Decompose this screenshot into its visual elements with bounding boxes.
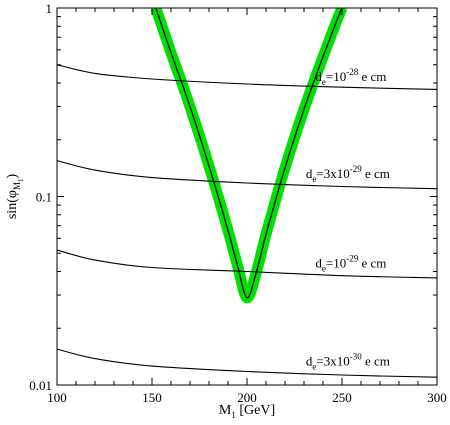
x-tick-label: 250 — [332, 390, 352, 405]
x-tick-label: 300 — [427, 390, 447, 405]
edm-label-4: de=3x10-30 e cm — [306, 352, 390, 372]
annotations-group: de=10-28 e cm de=3x10-29 e cm de=10-29 e c… — [306, 67, 390, 372]
constraint-band — [150, 8, 352, 304]
y-tick-label: 0.1 — [36, 190, 52, 205]
x-tick-label: 100 — [47, 390, 67, 405]
edm-curve-2 — [57, 160, 437, 190]
edm-label-1: de=10-28 e cm — [315, 67, 386, 87]
tick-labels-group: 100 150 200 250 300 0.01 0.1 1 — [29, 1, 447, 405]
edm-curve-1 — [57, 64, 437, 90]
constraint-band-center-line — [155, 8, 347, 299]
axis-ticks-group — [56, 7, 438, 386]
y-tick-label: 1 — [46, 1, 53, 16]
constraint-band-group — [150, 8, 352, 304]
edm-curve-3 — [57, 249, 437, 279]
x-tick-label: 150 — [142, 390, 162, 405]
edm-curve-4 — [57, 348, 437, 378]
edm-label-2: de=3x10-29 e cm — [306, 164, 390, 184]
y-tick-label: 0.01 — [29, 378, 52, 393]
y-axis-label: sin(φM1) — [5, 174, 25, 220]
x-axis-label: M1 [GeV] — [219, 403, 275, 420]
edm-label-3: de=10-29 e cm — [315, 254, 386, 274]
x-tick-label: 200 — [237, 390, 257, 405]
edm-curves-group — [57, 64, 437, 378]
plot-frame — [56, 7, 438, 386]
